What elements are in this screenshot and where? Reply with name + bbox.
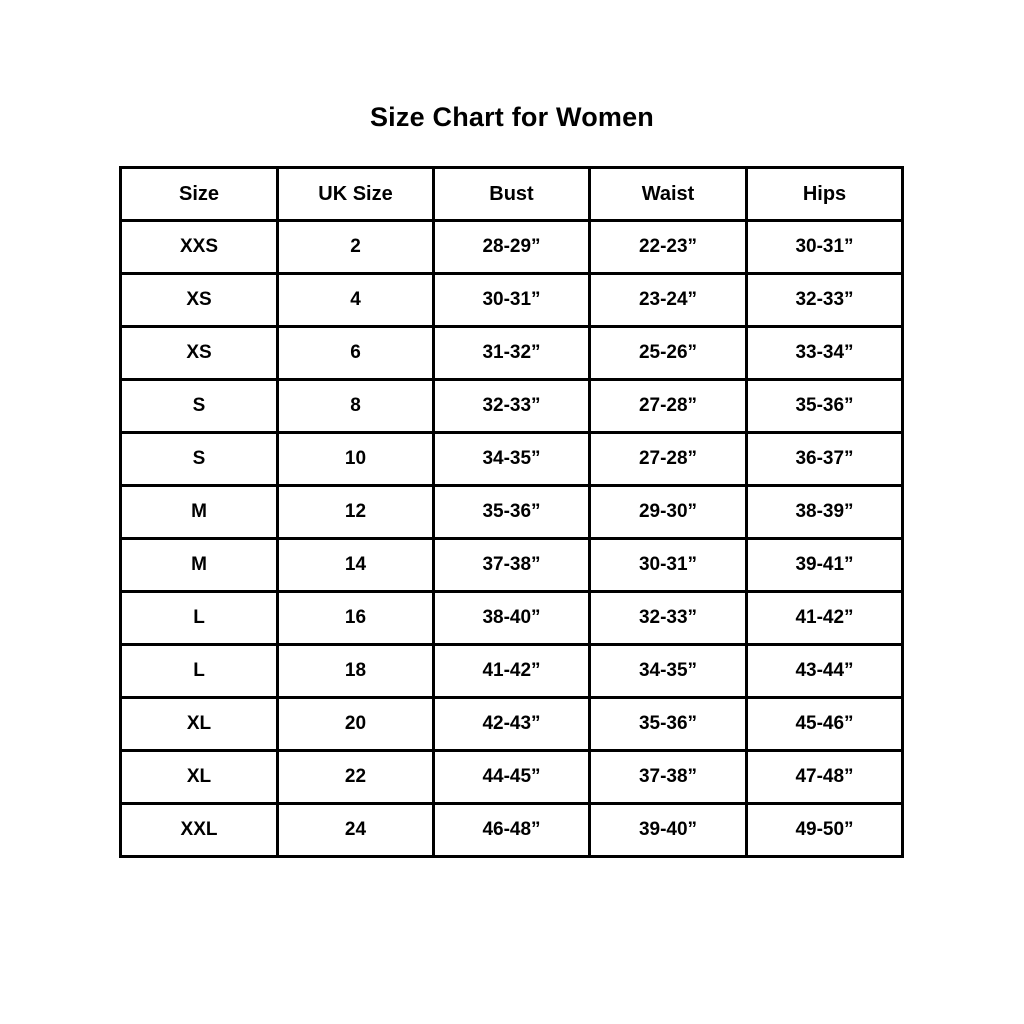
- cell-waist: 27-28”: [588, 431, 748, 487]
- cell-bust: 44-45”: [432, 749, 591, 805]
- cell-size: L: [119, 590, 279, 646]
- column-header-hips: Hips: [745, 166, 904, 222]
- size-chart-table-container: Size UK Size Bust Waist Hips XXS 2 28-29…: [119, 166, 904, 858]
- table-row: XS 6 31-32” 25-26” 33-34”: [119, 325, 904, 381]
- cell-size: L: [119, 643, 279, 699]
- column-header-size: Size: [119, 166, 279, 222]
- table-row: L 16 38-40” 32-33” 41-42”: [119, 590, 904, 646]
- cell-bust: 31-32”: [432, 325, 591, 381]
- cell-bust: 30-31”: [432, 272, 591, 328]
- cell-hips: 43-44”: [745, 643, 904, 699]
- cell-size: S: [119, 378, 279, 434]
- table-row: XS 4 30-31” 23-24” 32-33”: [119, 272, 904, 328]
- cell-hips: 32-33”: [745, 272, 904, 328]
- table-row: XL 22 44-45” 37-38” 47-48”: [119, 749, 904, 805]
- cell-uk-size: 24: [276, 802, 435, 858]
- cell-waist: 25-26”: [588, 325, 748, 381]
- cell-bust: 34-35”: [432, 431, 591, 487]
- page-title: Size Chart for Women: [369, 102, 655, 132]
- cell-waist: 27-28”: [588, 378, 748, 434]
- cell-waist: 34-35”: [588, 643, 748, 699]
- cell-size: S: [119, 431, 279, 487]
- cell-uk-size: 20: [276, 696, 435, 752]
- table-row: S 10 34-35” 27-28” 36-37”: [119, 431, 904, 487]
- table-body: XXS 2 28-29” 22-23” 30-31” XS 4 30-31” 2…: [119, 219, 904, 858]
- cell-hips: 35-36”: [745, 378, 904, 434]
- table-row: L 18 41-42” 34-35” 43-44”: [119, 643, 904, 699]
- cell-bust: 35-36”: [432, 484, 591, 540]
- cell-hips: 39-41”: [745, 537, 904, 593]
- cell-bust: 28-29”: [432, 219, 591, 275]
- cell-size: XL: [119, 696, 279, 752]
- cell-hips: 47-48”: [745, 749, 904, 805]
- cell-bust: 32-33”: [432, 378, 591, 434]
- cell-hips: 38-39”: [745, 484, 904, 540]
- cell-bust: 42-43”: [432, 696, 591, 752]
- cell-hips: 30-31”: [745, 219, 904, 275]
- cell-uk-size: 10: [276, 431, 435, 487]
- cell-uk-size: 22: [276, 749, 435, 805]
- cell-uk-size: 8: [276, 378, 435, 434]
- cell-size: XS: [119, 325, 279, 381]
- table-row: M 12 35-36” 29-30” 38-39”: [119, 484, 904, 540]
- cell-bust: 46-48”: [432, 802, 591, 858]
- cell-waist: 29-30”: [588, 484, 748, 540]
- cell-uk-size: 6: [276, 325, 435, 381]
- cell-hips: 49-50”: [745, 802, 904, 858]
- column-header-uk-size: UK Size: [276, 166, 435, 222]
- cell-uk-size: 18: [276, 643, 435, 699]
- table-row: S 8 32-33” 27-28” 35-36”: [119, 378, 904, 434]
- cell-waist: 30-31”: [588, 537, 748, 593]
- cell-waist: 32-33”: [588, 590, 748, 646]
- size-chart-table: Size UK Size Bust Waist Hips XXS 2 28-29…: [119, 166, 904, 858]
- cell-size: M: [119, 484, 279, 540]
- cell-size: XL: [119, 749, 279, 805]
- cell-uk-size: 16: [276, 590, 435, 646]
- cell-uk-size: 12: [276, 484, 435, 540]
- cell-uk-size: 14: [276, 537, 435, 593]
- cell-waist: 39-40”: [588, 802, 748, 858]
- cell-waist: 22-23”: [588, 219, 748, 275]
- table-row: XL 20 42-43” 35-36” 45-46”: [119, 696, 904, 752]
- cell-uk-size: 4: [276, 272, 435, 328]
- cell-bust: 37-38”: [432, 537, 591, 593]
- cell-hips: 41-42”: [745, 590, 904, 646]
- cell-hips: 33-34”: [745, 325, 904, 381]
- cell-hips: 45-46”: [745, 696, 904, 752]
- table-row: XXL 24 46-48” 39-40” 49-50”: [119, 802, 904, 858]
- cell-bust: 41-42”: [432, 643, 591, 699]
- table-row: M 14 37-38” 30-31” 39-41”: [119, 537, 904, 593]
- cell-size: XXS: [119, 219, 279, 275]
- cell-size: XS: [119, 272, 279, 328]
- cell-hips: 36-37”: [745, 431, 904, 487]
- cell-waist: 37-38”: [588, 749, 748, 805]
- column-header-waist: Waist: [588, 166, 748, 222]
- table-header: Size UK Size Bust Waist Hips: [119, 166, 904, 222]
- cell-waist: 23-24”: [588, 272, 748, 328]
- table-row: XXS 2 28-29” 22-23” 30-31”: [119, 219, 904, 275]
- table-header-row: Size UK Size Bust Waist Hips: [119, 166, 904, 222]
- cell-size: M: [119, 537, 279, 593]
- cell-bust: 38-40”: [432, 590, 591, 646]
- cell-size: XXL: [119, 802, 279, 858]
- cell-uk-size: 2: [276, 219, 435, 275]
- cell-waist: 35-36”: [588, 696, 748, 752]
- column-header-bust: Bust: [432, 166, 591, 222]
